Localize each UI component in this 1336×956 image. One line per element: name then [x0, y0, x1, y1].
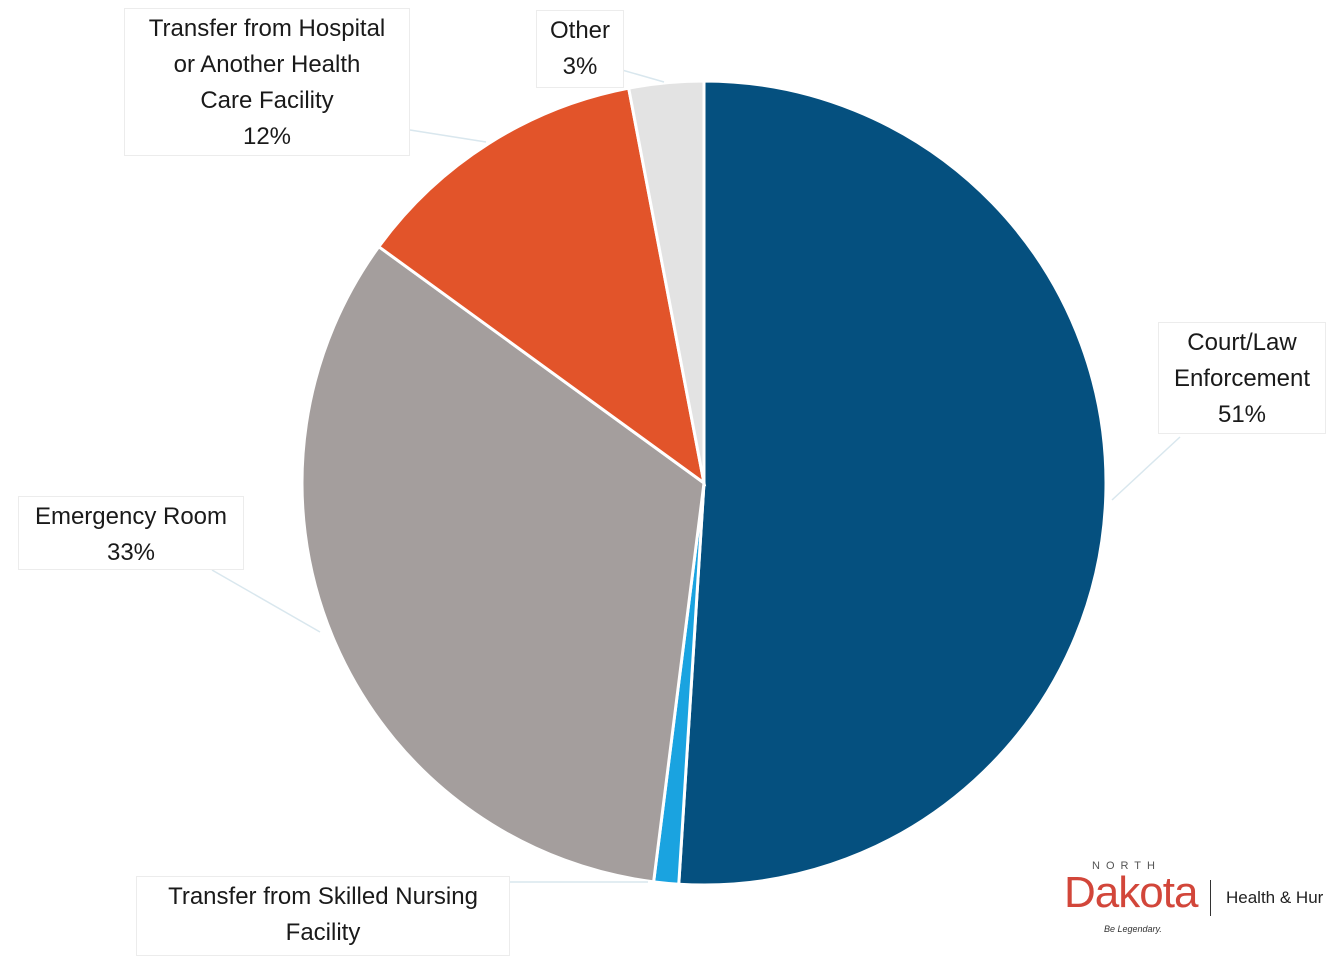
logo-divider	[1210, 880, 1211, 916]
data-label-line: 3%	[562, 53, 598, 80]
pie-slice-other	[626, 79, 706, 484]
logo-tagline: Be Legendary.	[1104, 924, 1162, 934]
data-label-line: 51%	[1217, 401, 1267, 428]
data-label-line: Enforcement	[1173, 365, 1311, 392]
leader-line-transfer-from-hospital-or-another-health-care-facility	[409, 129, 487, 143]
pie-slice-emergency-room	[300, 244, 706, 884]
data-label-line: 33%	[106, 539, 156, 566]
data-label-line: Transfer from Skilled Nursing	[168, 883, 478, 910]
data-label-line: or Another Health	[173, 51, 361, 78]
data-label-line: Facility	[285, 919, 361, 946]
data-label-emergency-room: Emergency Room 33%	[18, 496, 244, 570]
data-label-line: Court/Law	[1187, 329, 1297, 356]
nd-health-logo: NORTH Dakota Be Legendary. Health & Hur	[1062, 858, 1336, 952]
data-label-line: 12%	[242, 123, 292, 150]
data-label-line: Emergency Room	[34, 503, 228, 530]
logo-dakota-text: Dakota	[1064, 868, 1198, 917]
data-label-transfer-from-skilled-nursing-facility: Transfer from Skilled Nursing Facility	[136, 876, 510, 956]
pie-slice-transfer-from-hospital-or-another-health-care-facility	[376, 86, 707, 487]
data-label-line: Care Facility	[200, 87, 334, 114]
data-label-line: Transfer from Hospital	[148, 15, 386, 42]
pie-slice-court-law-enforcement	[677, 79, 1108, 887]
data-label-other: Other 3%	[536, 10, 624, 88]
leader-line-emergency-room	[211, 569, 321, 633]
data-label-line: Other	[549, 17, 611, 44]
data-label-transfer-from-hospital-or-another-health-care-facility: Transfer from Hospital or Another Health C…	[124, 8, 410, 156]
leader-line-court-law-enforcement	[1111, 436, 1181, 501]
logo-north-text: NORTH	[1092, 860, 1161, 872]
data-label-court-law-enforcement: Court/Law Enforcement 51%	[1158, 322, 1326, 434]
leader-line-other	[621, 69, 665, 83]
logo-department-text: Health & Hur	[1226, 888, 1324, 907]
